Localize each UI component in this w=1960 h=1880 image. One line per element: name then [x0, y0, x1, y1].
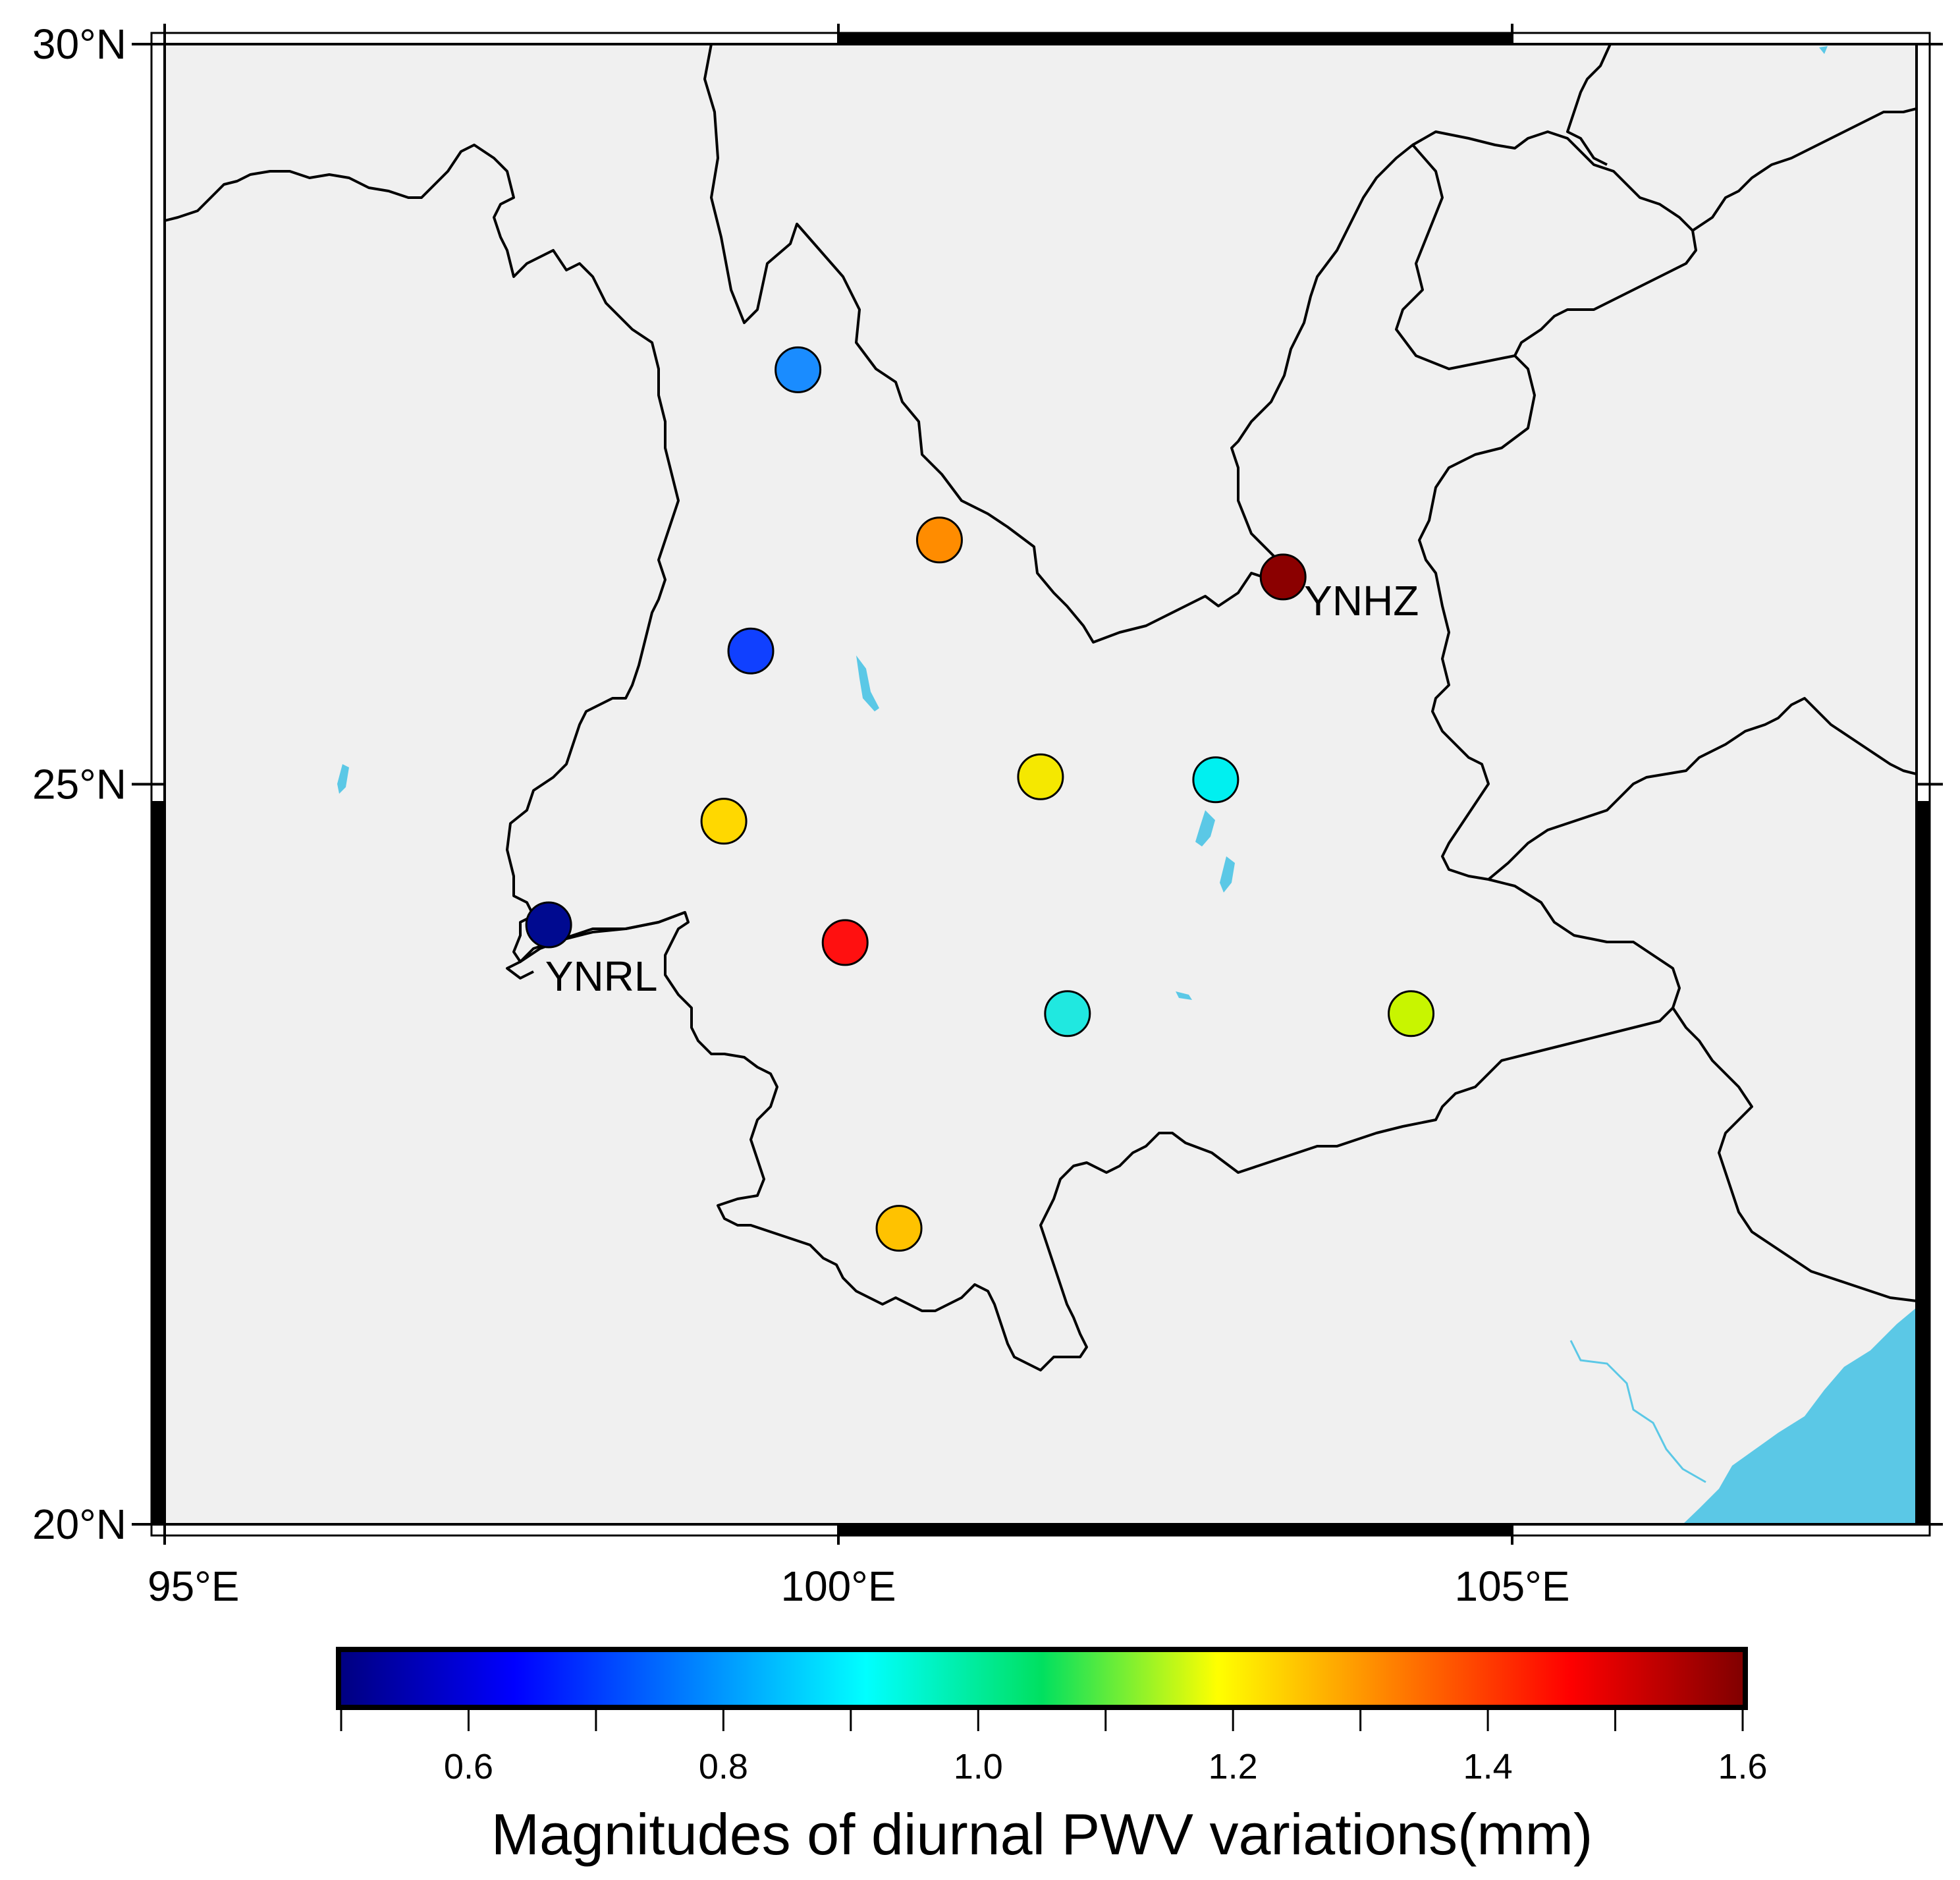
- y-axis-ticks: 20°N 25°N 30°N: [32, 20, 1943, 1548]
- colorbar-gradient: [336, 1647, 1748, 1710]
- colorbar-tick-label: 1.6: [1718, 1747, 1767, 1786]
- chongqing-border: [1691, 107, 1917, 232]
- station-marker-0[interactable]: [775, 346, 822, 393]
- erhai-lake: [856, 655, 879, 711]
- station-marker-10[interactable]: [1388, 990, 1435, 1037]
- y-tick-label-25: 25°N: [32, 761, 126, 808]
- x-tick-label-100: 100°E: [780, 1562, 896, 1610]
- colorbar-tick-label: 1.2: [1209, 1747, 1258, 1786]
- small-lake-south: [1176, 991, 1192, 1000]
- station-marker-ynrl[interactable]: [525, 901, 572, 949]
- small-lake-west: [337, 764, 349, 794]
- small-lake-north: [1819, 46, 1828, 54]
- station-marker-6[interactable]: [700, 798, 748, 845]
- station-label-ynhz: YNHZ: [1304, 577, 1419, 624]
- x-tick-label-105: 105°E: [1454, 1562, 1569, 1610]
- station-marker-5[interactable]: [1192, 756, 1239, 804]
- sea-area: [1683, 1308, 1917, 1524]
- map-features: [165, 44, 1917, 1524]
- colorbar-title: Magnitudes of diurnal PWV variations(mm): [491, 1802, 1593, 1867]
- station-marker-8[interactable]: [821, 919, 869, 966]
- colorbar-tick-label: 0.8: [699, 1747, 748, 1786]
- sichuan-guizhou-border: [1566, 44, 1612, 166]
- colorbar-tick-label: 0.6: [444, 1747, 493, 1786]
- colorbar-tick-label: 1.4: [1463, 1747, 1513, 1786]
- colorbar-tick-label: 1.0: [954, 1747, 1003, 1786]
- colorbar: 0.6 0.8 1.0 1.2 1.4 1.6 Magnitudes of diurnal…: [336, 1647, 1768, 1867]
- station-marker-ynhz[interactable]: [1259, 553, 1307, 601]
- station-marker-1[interactable]: [915, 516, 963, 564]
- station-label-ynrl: YNRL: [545, 953, 658, 1000]
- station-marker-11[interactable]: [875, 1205, 923, 1252]
- guizhou-border: [1412, 130, 1697, 356]
- guangxi-vietnam-border: [1672, 1007, 1917, 1302]
- frame-bars: [151, 33, 1930, 1535]
- x-tick-label-95: 95°E: [148, 1562, 239, 1610]
- y-tick-label-30: 30°N: [32, 20, 126, 68]
- colorbar-ticks: 0.6 0.8 1.0 1.2 1.4 1.6: [340, 1710, 1768, 1786]
- red-river: [1569, 1340, 1706, 1483]
- yunnan-border: [165, 44, 1681, 1371]
- x-axis-ticks: 95°E 100°E 105°E: [148, 24, 1570, 1610]
- dianchi-lake: [1195, 810, 1215, 846]
- map-panel: 95°E 100°E 105°E 20°N 25°N 30°N YNHZ YNRL: [32, 20, 1943, 1610]
- station-marker-4[interactable]: [1017, 753, 1064, 800]
- station-marker-9[interactable]: [1044, 990, 1091, 1037]
- station-marker-2[interactable]: [727, 627, 775, 675]
- y-tick-label-20: 20°N: [32, 1501, 126, 1548]
- fuxian-lake: [1220, 856, 1235, 893]
- guangxi-north-border: [1487, 697, 1917, 881]
- station-markers: YNHZ YNRL: [525, 346, 1435, 1252]
